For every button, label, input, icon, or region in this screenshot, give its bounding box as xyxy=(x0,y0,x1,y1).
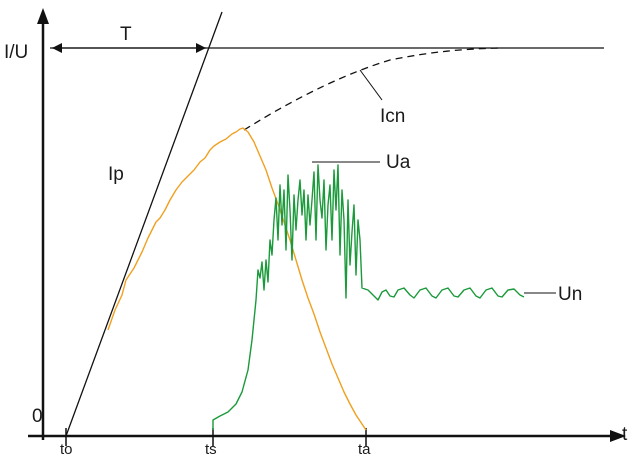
period-arrow-right xyxy=(196,43,206,53)
ip-label: Ip xyxy=(108,164,124,185)
to-label: to xyxy=(60,441,73,457)
ts-label: ts xyxy=(205,441,217,457)
ip-tangent-line xyxy=(65,11,223,437)
x-axis-arrow xyxy=(610,430,626,442)
period-label: T xyxy=(120,24,132,45)
icn-curve xyxy=(243,47,501,131)
voltage-curve xyxy=(212,164,525,430)
ta-label: ta xyxy=(358,441,371,457)
y-axis-label: I/U xyxy=(4,42,28,63)
ua-label: Ua xyxy=(386,152,411,173)
icn-label: Icn xyxy=(380,106,405,127)
current-curve xyxy=(107,127,367,431)
period-arrow-left xyxy=(52,43,62,53)
un-label: Un xyxy=(558,284,582,305)
icn-leader xyxy=(359,69,383,101)
origin-label: 0 xyxy=(32,406,43,427)
y-axis-arrow xyxy=(37,8,49,24)
x-axis-label: t xyxy=(622,424,628,445)
